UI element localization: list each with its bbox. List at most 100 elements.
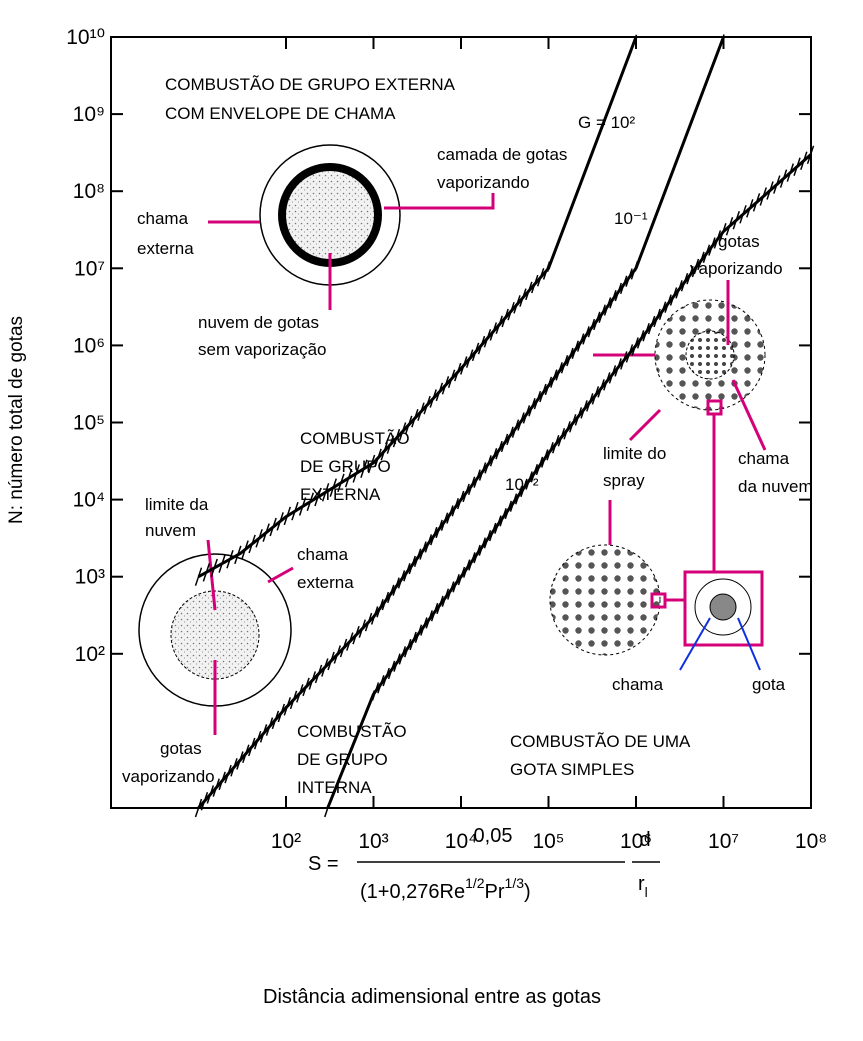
- hatch: [453, 574, 459, 592]
- hatch: [682, 273, 688, 291]
- hatch: [540, 384, 546, 402]
- hatch: [507, 427, 513, 445]
- annotation: da nuvem: [738, 477, 813, 496]
- hatch: [377, 599, 383, 617]
- annotation: chama: [137, 209, 189, 228]
- y-tick-label: 10²: [75, 643, 105, 666]
- hatch: [594, 312, 600, 330]
- chart: N: número total de gotas Distância adime…: [0, 0, 863, 1041]
- hatch: [523, 405, 529, 423]
- hatch: [626, 269, 632, 287]
- page: {"chart_data":{"type":"line","log_x":tru…: [0, 0, 863, 1041]
- hatch: [558, 428, 564, 446]
- hatch: [671, 288, 677, 306]
- hatch: [469, 477, 475, 495]
- hatch: [502, 309, 508, 327]
- hatch: [502, 434, 508, 452]
- annotation: DE GRUPO: [300, 457, 391, 476]
- annotation: vaporizando: [437, 173, 530, 192]
- hatch: [490, 323, 496, 341]
- hatch: [609, 365, 615, 383]
- formula-exponent: 1/2: [465, 875, 485, 891]
- hatch: [480, 462, 486, 480]
- hatch: [638, 330, 644, 348]
- annotation: nuvem: [145, 521, 196, 540]
- hatch: [353, 626, 359, 644]
- x-tick-label: 10⁸: [795, 830, 827, 853]
- annotation: gotas: [718, 232, 760, 251]
- hatch: [592, 386, 598, 404]
- hatch: [437, 596, 443, 614]
- annotation: COMBUSTÃO: [300, 429, 410, 448]
- hatch: [388, 585, 394, 603]
- y-axis-label: N: número total de gotas: [6, 316, 27, 524]
- annotation: camada de gotas: [437, 145, 567, 164]
- hatch: [598, 379, 604, 397]
- annotation: EXTERNA: [300, 485, 381, 504]
- hatch: [496, 441, 502, 459]
- hatch: [309, 671, 315, 689]
- hatch: [389, 661, 395, 679]
- hatch: [534, 391, 540, 409]
- hatch: [409, 556, 415, 574]
- hatch: [632, 337, 638, 355]
- hatch: [484, 329, 490, 347]
- hatch: [532, 275, 538, 293]
- series-label: G = 10²: [578, 113, 636, 132]
- series-label: 10⁻¹: [614, 209, 648, 228]
- hatch: [588, 319, 594, 337]
- hatch: [518, 413, 524, 431]
- hatch: [415, 625, 421, 643]
- y-tick-label: 10⁹: [73, 103, 105, 126]
- hatch: [399, 646, 405, 664]
- hatch: [467, 350, 473, 368]
- hatch: [278, 704, 284, 722]
- hatch: [436, 383, 442, 401]
- x-tick-label: 10⁶: [620, 830, 652, 853]
- hatch: [567, 348, 573, 366]
- hatch: [473, 343, 479, 361]
- hatch: [249, 738, 255, 756]
- annotation: COMBUSTÃO: [297, 722, 407, 741]
- hatch: [266, 718, 272, 736]
- hatch: [526, 282, 532, 300]
- x-axis-label: Distância adimensional entre as gotas: [263, 986, 601, 1008]
- hatch: [447, 505, 453, 523]
- y-tick-label: 10⁷: [74, 257, 105, 280]
- x-tick-label: 10²: [271, 830, 301, 853]
- annotation: limite do: [603, 444, 666, 463]
- hatch: [297, 684, 303, 702]
- annotation: chama: [738, 449, 790, 468]
- hatch: [378, 675, 384, 693]
- hatch: [316, 665, 322, 683]
- hatch: [394, 654, 400, 672]
- hatch: [261, 724, 267, 742]
- hatch: [556, 362, 562, 380]
- hatch: [463, 484, 469, 502]
- hatch: [709, 238, 715, 256]
- hatch: [432, 603, 438, 621]
- annotation: nuvem de gotas: [198, 313, 319, 332]
- formula-denominator: (1+0,276Re1/2Pr1/3): [360, 875, 531, 903]
- annotation: vaporizando: [122, 767, 215, 786]
- hatch: [512, 420, 518, 438]
- hatch: [578, 334, 584, 352]
- hatch: [626, 344, 632, 362]
- hatch: [599, 305, 605, 323]
- hatch: [436, 520, 442, 538]
- annotation: gotas: [160, 739, 202, 758]
- hatch: [621, 276, 627, 294]
- hatch: [303, 678, 309, 696]
- y-tick-label: 10⁸: [73, 180, 105, 203]
- hatch: [420, 542, 426, 560]
- hatch: [575, 407, 581, 425]
- hatch: [496, 316, 502, 334]
- hatch: [581, 400, 587, 418]
- hatch: [479, 336, 485, 354]
- hatch: [452, 498, 458, 516]
- formula-part: (1+0,276Re: [360, 881, 465, 903]
- hatch: [448, 581, 454, 599]
- formula-part: ): [524, 881, 531, 903]
- hatch: [564, 421, 570, 439]
- hatch: [399, 570, 405, 588]
